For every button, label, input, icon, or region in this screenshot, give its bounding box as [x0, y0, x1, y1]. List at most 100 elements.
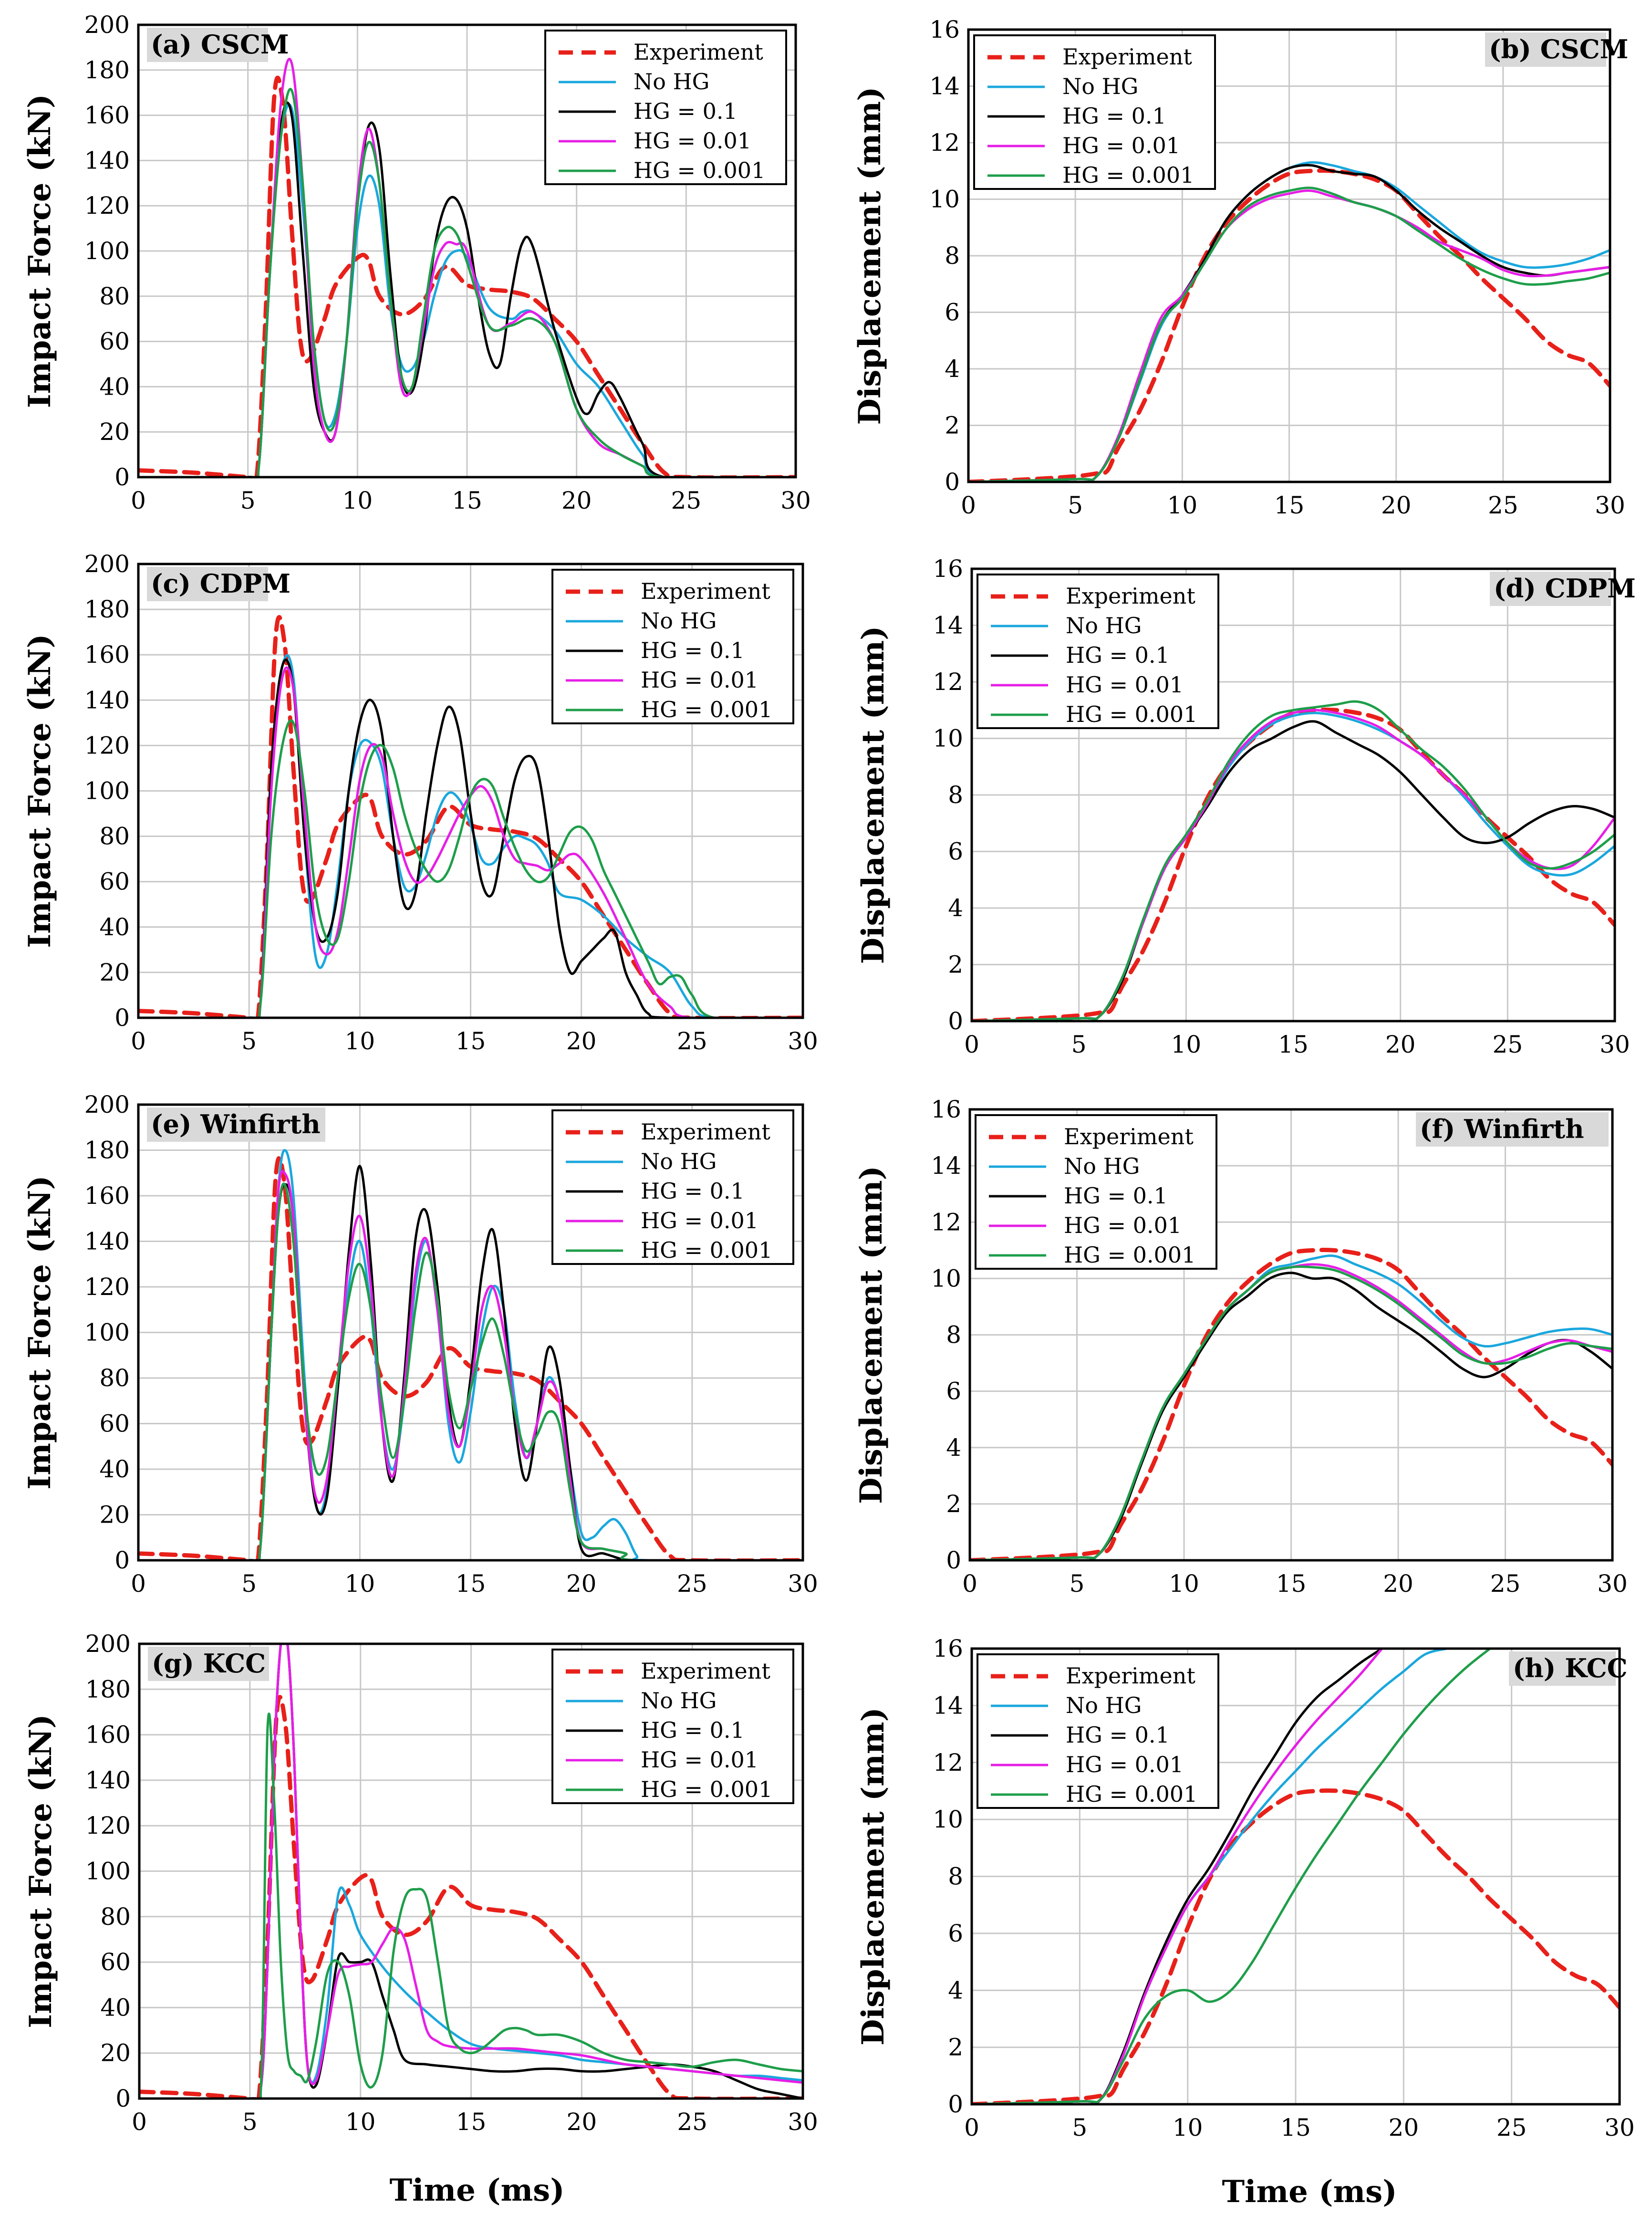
x-tick-label: 25	[677, 2108, 707, 2136]
y-tick-label: 180	[84, 56, 130, 84]
x-tick-label: 5	[240, 487, 256, 514]
y-tick-label: 100	[85, 1858, 131, 1885]
x-tick-label: 0	[132, 2108, 147, 2136]
panel-title-bg	[1416, 1112, 1609, 1147]
y-tick-label: 14	[933, 1692, 963, 1719]
legend-box	[973, 34, 1216, 190]
y-axis-label: Displacement (mm)	[855, 626, 891, 964]
y-tick-label: 2	[945, 412, 960, 439]
series-line-experiment	[970, 1248, 1612, 1560]
y-tick-label: 12	[929, 129, 960, 157]
x-tick-label: 5	[242, 2108, 258, 2136]
legend-label: Experiment	[641, 578, 770, 604]
y-tick-label: 140	[85, 1766, 131, 1794]
y-tick-label: 16	[933, 555, 963, 583]
x-axis-label-left: Time (ms)	[390, 2172, 565, 2208]
legend-box	[551, 1109, 794, 1265]
legend-label: HG = 0.001	[1066, 701, 1197, 727]
legend-label: HG = 0.1	[1066, 642, 1170, 668]
y-tick-label: 200	[84, 11, 130, 39]
legend-box	[977, 574, 1219, 729]
legend-label: HG = 0.01	[634, 128, 751, 154]
x-tick-label: 15	[456, 2108, 487, 2136]
panel-title: (b) CSCM	[1489, 34, 1628, 64]
series-group-d	[972, 700, 1615, 1021]
x-tick-label: 20	[1389, 2114, 1419, 2141]
panel-title-bg	[1490, 572, 1611, 606]
y-tick-label: 0	[114, 463, 130, 491]
panel-title: (d) CDPM	[1494, 573, 1636, 604]
y-tick-label: 8	[948, 781, 963, 809]
y-tick-label: 140	[84, 146, 130, 174]
series-group-e	[138, 1149, 803, 1560]
chart-panel-d: 0 2 4 6 8 10 12 14 16 0 5 10 15 20 25 30 Displacement (m…	[855, 555, 1636, 1058]
x-tick-label: 20	[566, 1570, 597, 1598]
legend-label: HG = 0.001	[641, 1776, 772, 1802]
legend-label: HG = 0.1	[641, 1717, 745, 1743]
y-tick-label: 0	[114, 1546, 130, 1574]
series-group-f	[970, 1248, 1612, 1560]
legend-label: No HG	[641, 1149, 717, 1174]
x-tick-label: 0	[961, 491, 976, 519]
legend-label: HG = 0.01	[641, 667, 758, 693]
y-tick-label: 180	[84, 595, 130, 623]
series-line-hg-0-001	[972, 700, 1615, 1021]
y-tick-label: 40	[99, 913, 130, 941]
x-tick-label: 15	[452, 487, 482, 514]
y-tick-label: 10	[931, 1264, 961, 1292]
y-axis-label: Impact Force (kN)	[22, 634, 58, 948]
legend-label: Experiment	[1064, 1124, 1194, 1149]
x-tick-label: 15	[456, 1570, 486, 1598]
x-tick-label: 10	[1171, 1031, 1202, 1058]
panel-title-bg	[147, 28, 268, 62]
legend-box	[551, 569, 794, 724]
x-tick-label: 10	[345, 1570, 375, 1598]
y-tick-label: 6	[948, 838, 963, 866]
x-tick-label: 0	[962, 1570, 977, 1598]
y-tick-label: 80	[99, 1364, 130, 1392]
series-line-hg-0-001	[970, 1265, 1612, 1560]
y-tick-label: 40	[100, 1994, 131, 2021]
y-axis-label: Displacement (mm)	[855, 1707, 891, 2046]
y-tick-label: 4	[946, 1434, 961, 1462]
x-tick-label: 30	[1597, 1570, 1628, 1598]
plot-frame	[968, 1108, 1614, 1562]
x-tick-label: 25	[1493, 1031, 1523, 1058]
y-tick-label: 16	[929, 16, 960, 43]
y-tick-label: 2	[948, 2034, 963, 2061]
x-tick-label: 10	[345, 2108, 376, 2136]
y-tick-label: 120	[84, 192, 130, 219]
y-tick-label: 0	[945, 468, 960, 496]
panel-title-bg	[1509, 1651, 1616, 1686]
y-tick-label: 12	[933, 668, 963, 696]
y-tick-label: 0	[114, 1004, 130, 1032]
y-tick-label: 100	[84, 237, 130, 265]
series-group-c	[138, 615, 803, 1018]
legend-label: No HG	[1066, 1692, 1142, 1718]
y-tick-label: 80	[99, 282, 130, 310]
x-tick-label: 15	[1280, 2114, 1311, 2141]
y-axis-label: Impact Force (kN)	[23, 1714, 59, 2028]
y-tick-label: 200	[84, 550, 130, 578]
legend-label: HG = 0.001	[1062, 162, 1194, 188]
x-tick-label: 20	[1385, 1031, 1416, 1058]
y-tick-label: 14	[933, 612, 963, 639]
legend-label: HG = 0.001	[641, 697, 772, 722]
panel-title: (f) Winfirth	[1420, 1114, 1584, 1144]
y-tick-label: 16	[931, 1096, 961, 1123]
x-tick-label: 30	[1595, 491, 1625, 519]
x-tick-label: 30	[788, 2108, 818, 2136]
x-tick-label: 25	[1488, 491, 1518, 519]
series-group-g	[139, 1644, 803, 2099]
x-tick-label: 25	[1490, 1570, 1521, 1598]
chart-panel-a: 0 20 40 60 80 100 120 140 160 180 200 0 5 10 15 20 25 30 I…	[22, 11, 811, 514]
plot-frame	[137, 563, 804, 1019]
y-tick-label: 20	[99, 418, 130, 446]
legend-label: No HG	[1064, 1153, 1140, 1179]
plot-frame	[967, 28, 1611, 483]
x-tick-label: 20	[1383, 1570, 1413, 1598]
panel-title: (h) KCC	[1513, 1653, 1628, 1683]
series-line-hg-0-001	[138, 88, 796, 477]
